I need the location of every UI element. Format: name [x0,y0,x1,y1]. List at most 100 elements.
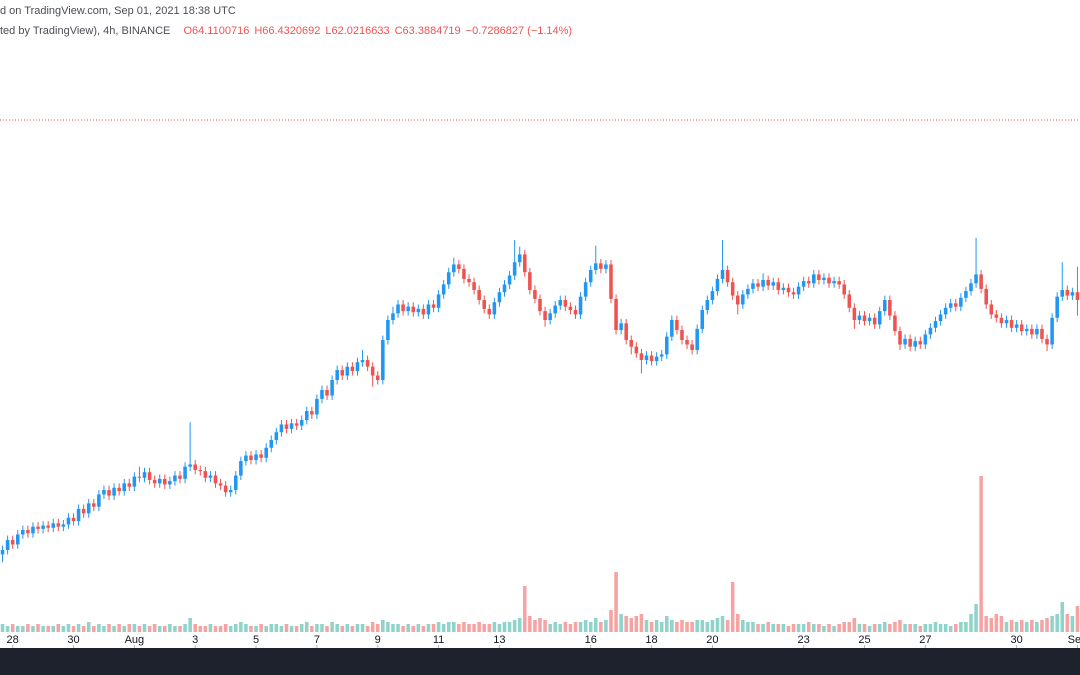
candle-body [583,282,588,297]
volume-bar [659,622,664,632]
candle-body [867,317,872,322]
candle-body [558,300,563,306]
volume-bar [979,476,983,632]
x-tick-label: 25 [858,634,870,646]
volume-bar [847,622,852,632]
volume-bar [0,624,5,632]
candle-body [644,355,649,360]
volume-bar [680,620,684,632]
candle-body [629,340,634,347]
candle-body [725,270,730,283]
volume-bar [289,626,294,632]
candle-body [112,487,116,496]
candle-body [883,300,887,312]
volume-bar [441,624,446,632]
candle-body [604,264,608,269]
candle-body [812,274,816,284]
candle-body [1060,290,1065,297]
volume-bar [594,618,598,632]
candle-body [462,268,466,279]
volume-bar [690,622,694,632]
candle-body [999,317,1004,324]
candle-body [421,308,426,315]
volume-bar [715,618,720,632]
volume-bar [558,624,563,632]
candle-body [624,323,628,340]
candle-body [776,282,781,290]
candle-body [244,455,248,462]
x-tick-label: 9 [375,634,381,646]
candle-body [391,313,395,320]
x-tick-label: 20 [706,634,718,646]
candle-body [928,327,933,335]
volume-bar [664,616,669,632]
candle-body [888,300,892,316]
volume-bar [365,626,370,632]
candle-body [228,490,233,493]
candle-body [827,277,831,284]
x-tick-label: 11 [433,634,444,646]
candle-body [908,338,912,347]
volume-bar [132,624,137,632]
volume-bar [157,626,162,632]
volume-bar [822,626,826,632]
candle-body [1070,292,1075,296]
candle-body [10,540,15,545]
candle-body [619,323,623,330]
candle-body [122,483,126,492]
candle-body [594,263,598,270]
volume-bar [112,626,116,632]
candle-body [340,370,345,376]
volume-bar [629,618,634,632]
candle-body [842,284,846,295]
volume-bar [766,622,770,632]
volume-bar [964,622,968,632]
candle-body [218,483,223,486]
volume-bar [381,620,385,632]
volume-bar [446,622,451,632]
candle-body [381,340,385,380]
candle-body [720,270,725,279]
volume-bar [624,616,628,632]
candle-body [563,300,568,307]
candle-body [578,296,583,315]
candle-body [791,292,796,295]
volume-bar [426,624,431,632]
volume-bar [497,624,502,632]
candle-body [664,336,669,355]
candle-body [847,294,852,308]
volume-bar [974,604,978,632]
volume-bar [502,622,507,632]
volume-bar [284,624,289,632]
candle-body [761,280,765,287]
volume-bar [654,620,659,632]
candle-body [517,254,522,263]
candle-body [310,411,314,415]
volume-bar [244,624,248,632]
volume-bar [31,626,35,632]
x-tick-label: 18 [645,634,657,646]
candle-body [467,278,471,283]
candle-body [147,472,152,480]
volume-bar [735,614,740,632]
candle-body [168,481,172,485]
volume-bar [178,626,182,632]
volume-bar [345,624,350,632]
subtitle: ted by TradingView), 4h, BINANCE [0,25,170,37]
x-tick-label: 27 [919,634,931,646]
volume-bar [97,624,101,632]
volume-bar [163,626,167,632]
candle-body [730,282,735,296]
candle-body [26,530,30,534]
volume-bar [137,626,142,632]
volume-bar [1060,602,1065,632]
volume-bar [406,624,410,632]
volume-bar [457,624,461,632]
candle-body [269,440,274,448]
volume-bar [21,626,25,632]
candle-body [36,526,40,529]
volume-bar [487,624,492,632]
candle-body [31,526,35,534]
volume-bar [954,624,958,632]
